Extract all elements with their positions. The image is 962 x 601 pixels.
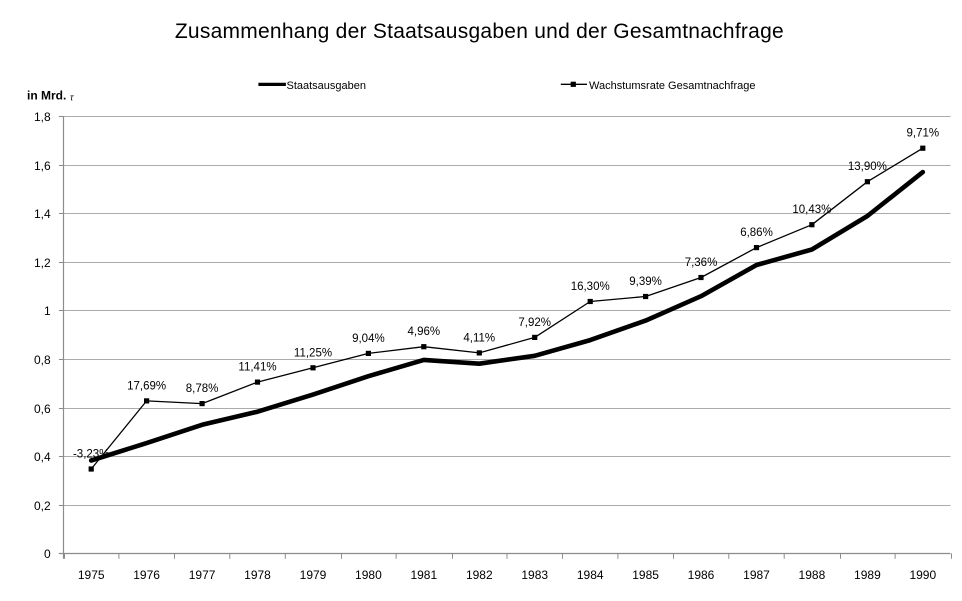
svg-text:1990: 1990 [909,568,936,582]
svg-text:1986: 1986 [688,568,715,582]
svg-text:1982: 1982 [466,568,493,582]
svg-text:9,39%: 9,39% [629,276,662,288]
svg-text:-3,23%: -3,23% [73,449,109,461]
svg-text:13,90%: 13,90% [848,161,887,173]
svg-text:1977: 1977 [189,568,216,582]
svg-text:6,86%: 6,86% [740,227,773,239]
svg-text:10,43%: 10,43% [792,204,831,216]
svg-text:1988: 1988 [799,568,826,582]
svg-text:16,30%: 16,30% [571,281,610,293]
svg-text:11,25%: 11,25% [294,347,332,359]
svg-text:0,8: 0,8 [34,353,51,367]
svg-text:17,69%: 17,69% [127,380,166,392]
svg-text:1984: 1984 [577,568,604,582]
svg-text:8,78%: 8,78% [186,383,219,395]
svg-text:1983: 1983 [521,568,548,582]
svg-text:11,41%: 11,41% [238,362,276,374]
svg-text:0: 0 [44,547,51,561]
svg-text:1,2: 1,2 [34,256,51,270]
svg-text:1,4: 1,4 [34,207,51,221]
svg-text:1978: 1978 [244,568,271,582]
svg-text:0,4: 0,4 [34,450,51,464]
svg-text:τ: τ [70,93,74,103]
svg-text:1987: 1987 [743,568,770,582]
svg-text:1989: 1989 [854,568,881,582]
svg-text:7,36%: 7,36% [685,257,718,269]
svg-text:in Mrd.: in Mrd. [27,88,66,102]
svg-text:Wachstumsrate Gesamtnachfrage: Wachstumsrate Gesamtnachfrage [589,80,756,92]
svg-text:1,6: 1,6 [34,159,51,173]
svg-text:1975: 1975 [78,568,105,582]
svg-text:Staatsausgaben: Staatsausgaben [287,80,367,92]
svg-text:1: 1 [44,304,51,318]
svg-text:9,71%: 9,71% [906,128,939,140]
svg-text:1976: 1976 [133,568,160,582]
svg-text:Zusammenhang der Staatsausgabe: Zusammenhang der Staatsausgaben und der … [175,20,784,43]
svg-text:1979: 1979 [300,568,327,582]
svg-text:1981: 1981 [410,568,437,582]
svg-text:4,96%: 4,96% [407,326,440,338]
svg-text:1985: 1985 [632,568,659,582]
svg-text:0,2: 0,2 [34,499,51,513]
svg-text:4,11%: 4,11% [463,332,495,344]
svg-text:9,04%: 9,04% [352,333,385,345]
svg-text:0,6: 0,6 [34,402,51,416]
svg-text:1,8: 1,8 [34,110,51,124]
svg-text:1980: 1980 [355,568,382,582]
svg-text:7,92%: 7,92% [518,317,551,329]
